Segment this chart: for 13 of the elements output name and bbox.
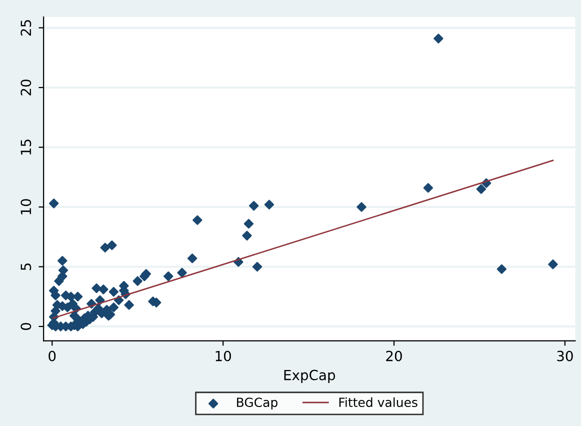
x-tick-label: 20 <box>386 350 402 362</box>
y-tick-label: 5 <box>20 264 32 270</box>
x-tick-label: 10 <box>216 350 231 362</box>
x-axis-title: ExpCap <box>284 370 336 383</box>
legend-label: Fitted values <box>339 397 418 408</box>
y-tick-label: 10 <box>20 199 32 214</box>
y-tick-label: 25 <box>20 20 32 36</box>
x-tick-label: 30 <box>557 350 573 362</box>
y-tick-label: 15 <box>20 140 32 155</box>
y-tick-label: 0 <box>20 322 32 330</box>
y-tick-label: 20 <box>20 80 32 96</box>
x-tick-label: 0 <box>48 350 56 362</box>
legend-label: BGCap <box>237 398 278 410</box>
